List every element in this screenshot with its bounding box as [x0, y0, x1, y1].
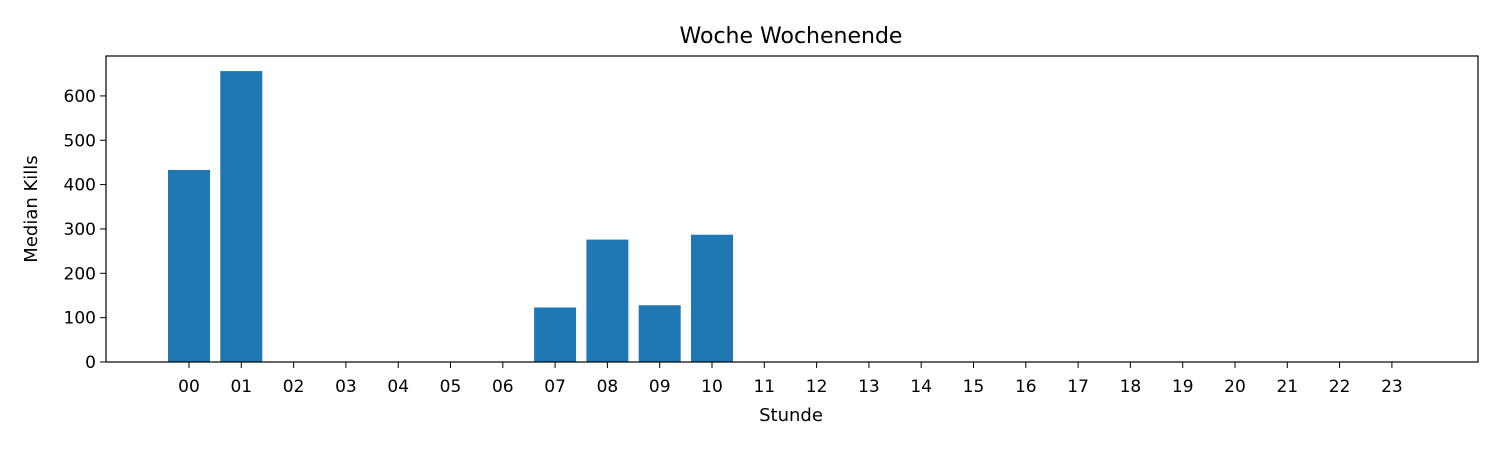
x-tick-label: 21 [1276, 377, 1298, 397]
bar-01 [220, 71, 263, 362]
x-tick-label: 18 [1120, 377, 1142, 397]
x-tick-label: 12 [806, 377, 828, 397]
x-tick-label: 02 [283, 377, 305, 397]
x-tick-label: 14 [910, 377, 932, 397]
bar-07 [534, 307, 577, 362]
bar-09 [638, 305, 681, 362]
y-tick-label: 200 [64, 264, 96, 284]
x-tick-label: 03 [335, 377, 357, 397]
x-tick-label: 07 [544, 377, 566, 397]
x-axis-ticks: 00 01 02 03 04 05 06 07 08 09 10 11 12 13 14 15 16 17 18 19… [178, 362, 1403, 397]
y-tick-label: 400 [64, 176, 96, 196]
y-tick-label: 100 [64, 309, 96, 329]
x-tick-label: 11 [753, 377, 775, 397]
x-axis-label: Stunde [759, 405, 823, 426]
x-tick-label: 05 [440, 377, 462, 397]
y-tick-label: 600 [64, 87, 96, 107]
bar-08 [586, 239, 629, 362]
y-tick-label: 0 [85, 353, 96, 373]
x-tick-label: 16 [1015, 377, 1037, 397]
x-tick-label: 22 [1329, 377, 1351, 397]
y-axis-ticks: 0 100 200 300 400 500 600 [64, 87, 106, 373]
bar-10 [691, 234, 733, 362]
x-tick-label: 23 [1381, 377, 1403, 397]
x-tick-label: 10 [701, 377, 723, 397]
x-tick-label: 04 [387, 377, 409, 397]
chart-title: Woche Wochenende [680, 24, 903, 49]
bar-00 [168, 169, 210, 362]
x-tick-label: 20 [1224, 377, 1246, 397]
x-tick-label: 09 [649, 377, 671, 397]
x-tick-label: 19 [1172, 377, 1194, 397]
y-tick-label: 300 [64, 220, 96, 240]
plot-frame [105, 55, 1479, 363]
x-tick-label: 01 [230, 377, 252, 397]
x-tick-label: 00 [178, 377, 200, 397]
x-tick-label: 13 [858, 377, 880, 397]
y-tick-label: 500 [64, 131, 96, 151]
y-axis-label: Median Kills [21, 155, 42, 262]
x-tick-label: 15 [963, 377, 985, 397]
x-tick-label: 17 [1067, 377, 1089, 397]
bars-group [168, 71, 733, 362]
x-tick-label: 06 [492, 377, 514, 397]
x-tick-label: 08 [597, 377, 619, 397]
